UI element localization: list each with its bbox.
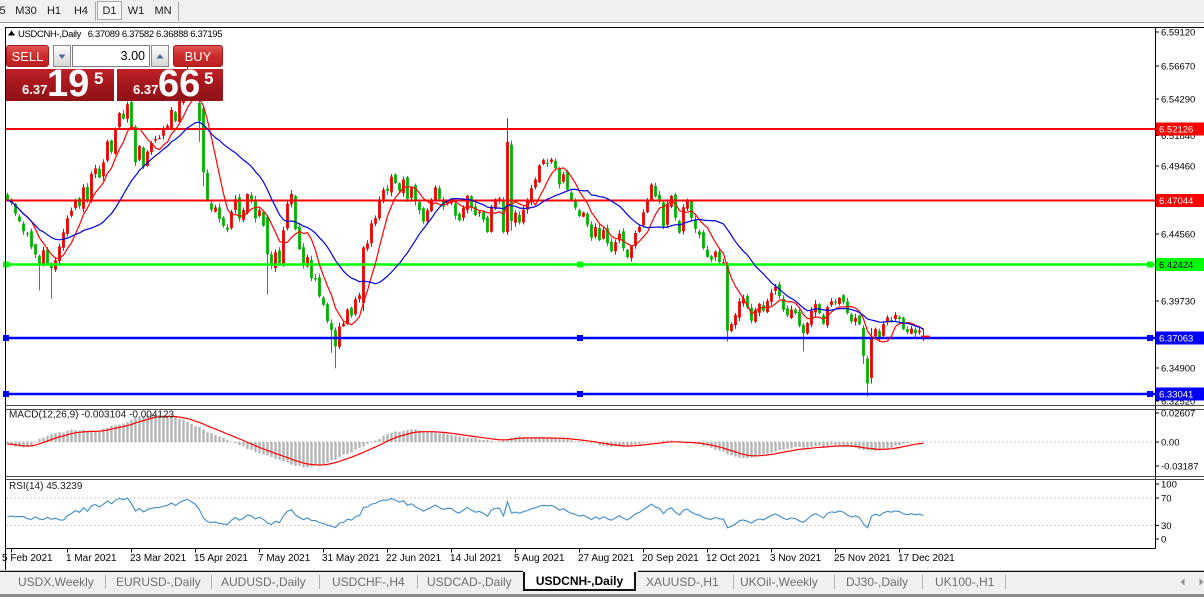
svg-text:0: 0 [1161, 535, 1166, 546]
svg-text:6.44560: 6.44560 [1161, 230, 1195, 241]
svg-text:6.52126: 6.52126 [1159, 125, 1193, 136]
svg-text:23 Mar 2021: 23 Mar 2021 [130, 553, 187, 564]
svg-text:7 May 2021: 7 May 2021 [258, 553, 311, 564]
svg-text:6.39730: 6.39730 [1161, 297, 1195, 308]
svg-text:30: 30 [1161, 521, 1172, 532]
svg-text:5 Feb 2021: 5 Feb 2021 [2, 553, 53, 564]
svg-text:6.49460: 6.49460 [1161, 162, 1195, 173]
svg-text:15 Apr 2021: 15 Apr 2021 [194, 553, 248, 564]
svg-text:17 Dec 2021: 17 Dec 2021 [898, 553, 955, 564]
svg-text:14 Jul 2021: 14 Jul 2021 [450, 553, 502, 564]
svg-text:31 May 2021: 31 May 2021 [322, 553, 380, 564]
svg-text:USDCNH-,Daily 6.37089 6.37582: USDCNH-,Daily 6.37089 6.37582 6.36888 6.… [18, 29, 222, 40]
svg-text:1 Mar 2021: 1 Mar 2021 [66, 553, 117, 564]
svg-text:25 Nov 2021: 25 Nov 2021 [834, 553, 891, 564]
svg-text:6.37063: 6.37063 [1159, 334, 1193, 345]
svg-text:6.59120: 6.59120 [1161, 28, 1195, 39]
svg-text:6.34900: 6.34900 [1161, 364, 1195, 375]
svg-text:0.02607: 0.02607 [1161, 409, 1195, 420]
svg-text:0.00: 0.00 [1161, 438, 1180, 449]
svg-text:100: 100 [1161, 480, 1177, 491]
svg-text:6.54290: 6.54290 [1161, 95, 1195, 106]
svg-text:20 Sep 2021: 20 Sep 2021 [642, 553, 699, 564]
svg-text:MACD(12,26,9) -0.003104 -0.004: MACD(12,26,9) -0.003104 -0.004123 [9, 410, 175, 421]
svg-text:27 Aug 2021: 27 Aug 2021 [578, 553, 635, 564]
svg-text:6.33041: 6.33041 [1159, 390, 1193, 401]
svg-text:RSI(14) 45.3239: RSI(14) 45.3239 [9, 481, 83, 492]
svg-text:5 Aug 2021: 5 Aug 2021 [514, 553, 565, 564]
svg-text:6.47044: 6.47044 [1159, 196, 1193, 207]
svg-text:6.51840: 6.51840 [1161, 131, 1195, 142]
svg-text:70: 70 [1161, 494, 1172, 505]
svg-text:6.42424: 6.42424 [1159, 260, 1193, 271]
svg-text:-0.03187: -0.03187 [1161, 462, 1199, 473]
svg-text:3 Nov 2021: 3 Nov 2021 [770, 553, 822, 564]
svg-text:6.32520: 6.32520 [1161, 397, 1195, 408]
svg-text:6.56670: 6.56670 [1161, 62, 1195, 73]
svg-text:22 Jun 2021: 22 Jun 2021 [386, 553, 441, 564]
svg-text:12 Oct 2021: 12 Oct 2021 [706, 553, 761, 564]
